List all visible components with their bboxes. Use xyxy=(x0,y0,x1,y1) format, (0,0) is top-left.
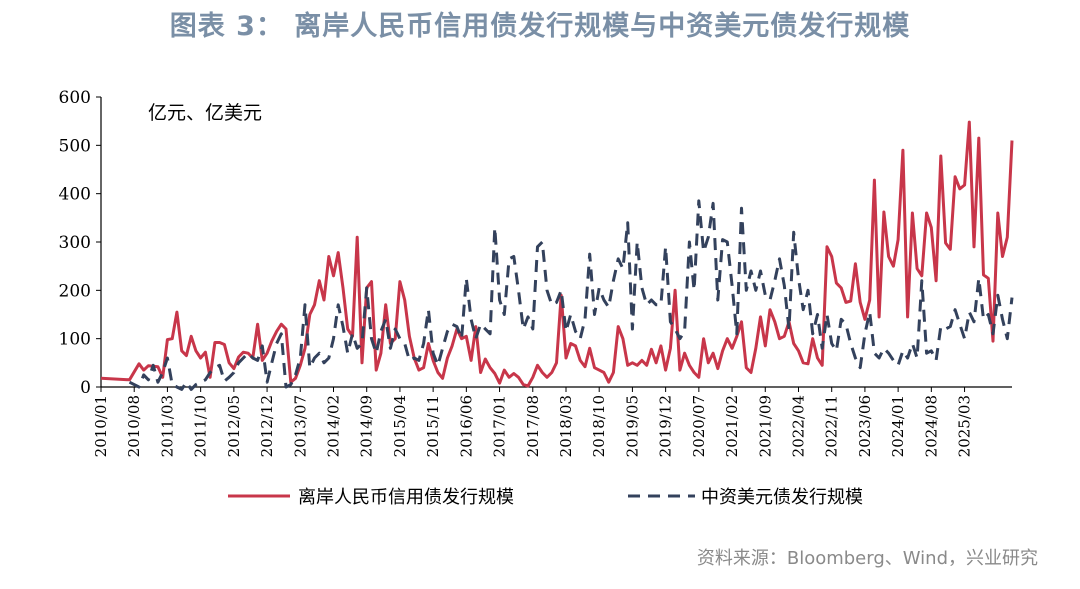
y-tick-label: 200 xyxy=(59,281,91,301)
x-tick-label: 2015/04 xyxy=(391,395,409,457)
x-tick-label: 2012/12 xyxy=(258,395,276,457)
y-tick-label: 400 xyxy=(59,185,91,205)
x-tick-label: 2014/09 xyxy=(358,395,376,457)
x-tick-label: 2017/08 xyxy=(524,395,542,457)
y-tick-label: 0 xyxy=(80,378,91,398)
x-tick-label: 2019/12 xyxy=(657,395,675,457)
x-tick-label: 2010/01 xyxy=(92,395,110,457)
y-tick-label: 500 xyxy=(59,136,91,156)
x-tick-label: 2021/09 xyxy=(756,395,774,457)
legend-label-offshore-rmb: 离岸人民币信用债发行规模 xyxy=(298,487,514,508)
axes: 0 100 200 300 400 500 600 2010/01 2010/08 2011/03… xyxy=(59,88,1012,457)
x-tick-label: 2019/05 xyxy=(623,395,641,457)
x-tick-label: 2022/11 xyxy=(823,395,841,457)
series-lines xyxy=(100,120,1014,391)
x-tick-label: 2014/02 xyxy=(324,395,342,457)
x-tick-label: 2018/03 xyxy=(557,395,575,457)
x-tick-label: 2016/06 xyxy=(457,395,475,457)
x-tick-label: 2024/08 xyxy=(922,395,940,457)
y-tick-label: 600 xyxy=(59,88,91,108)
x-tick-label: 2021/02 xyxy=(723,395,741,457)
x-tick-label: 2012/05 xyxy=(225,395,243,457)
series-line-offshore-rmb xyxy=(100,120,1014,388)
y-tick-label: 300 xyxy=(59,233,91,253)
x-tick-label: 2023/06 xyxy=(856,395,874,457)
legend: 离岸人民币信用债发行规模 中资美元债发行规模 xyxy=(228,487,863,508)
x-tick-label: 2015/11 xyxy=(424,395,442,457)
legend-label-usd-bonds: 中资美元债发行规模 xyxy=(701,487,863,508)
y-tick-label: 100 xyxy=(59,330,91,350)
x-tick-label: 2020/07 xyxy=(690,395,708,457)
unit-label: 亿元、亿美元 xyxy=(148,102,262,124)
x-tick-label: 2022/04 xyxy=(789,395,807,457)
x-tick-label: 2017/01 xyxy=(491,395,509,457)
x-tick-label: 2024/01 xyxy=(889,395,907,457)
x-tick-label: 2010/08 xyxy=(125,395,143,457)
x-tick-label: 2018/10 xyxy=(590,395,608,457)
x-tick-label: 2013/07 xyxy=(291,395,309,457)
x-tick-label: 2025/03 xyxy=(956,395,974,457)
source-note: 资料来源：Bloomberg、Wind，兴业研究 xyxy=(696,548,1038,569)
x-tick-label: 2011/10 xyxy=(192,395,210,457)
chart-title: 图表 3： 离岸人民币信用债发行规模与中资美元债发行规模 xyxy=(169,11,911,42)
x-tick-label: 2011/03 xyxy=(158,395,176,457)
